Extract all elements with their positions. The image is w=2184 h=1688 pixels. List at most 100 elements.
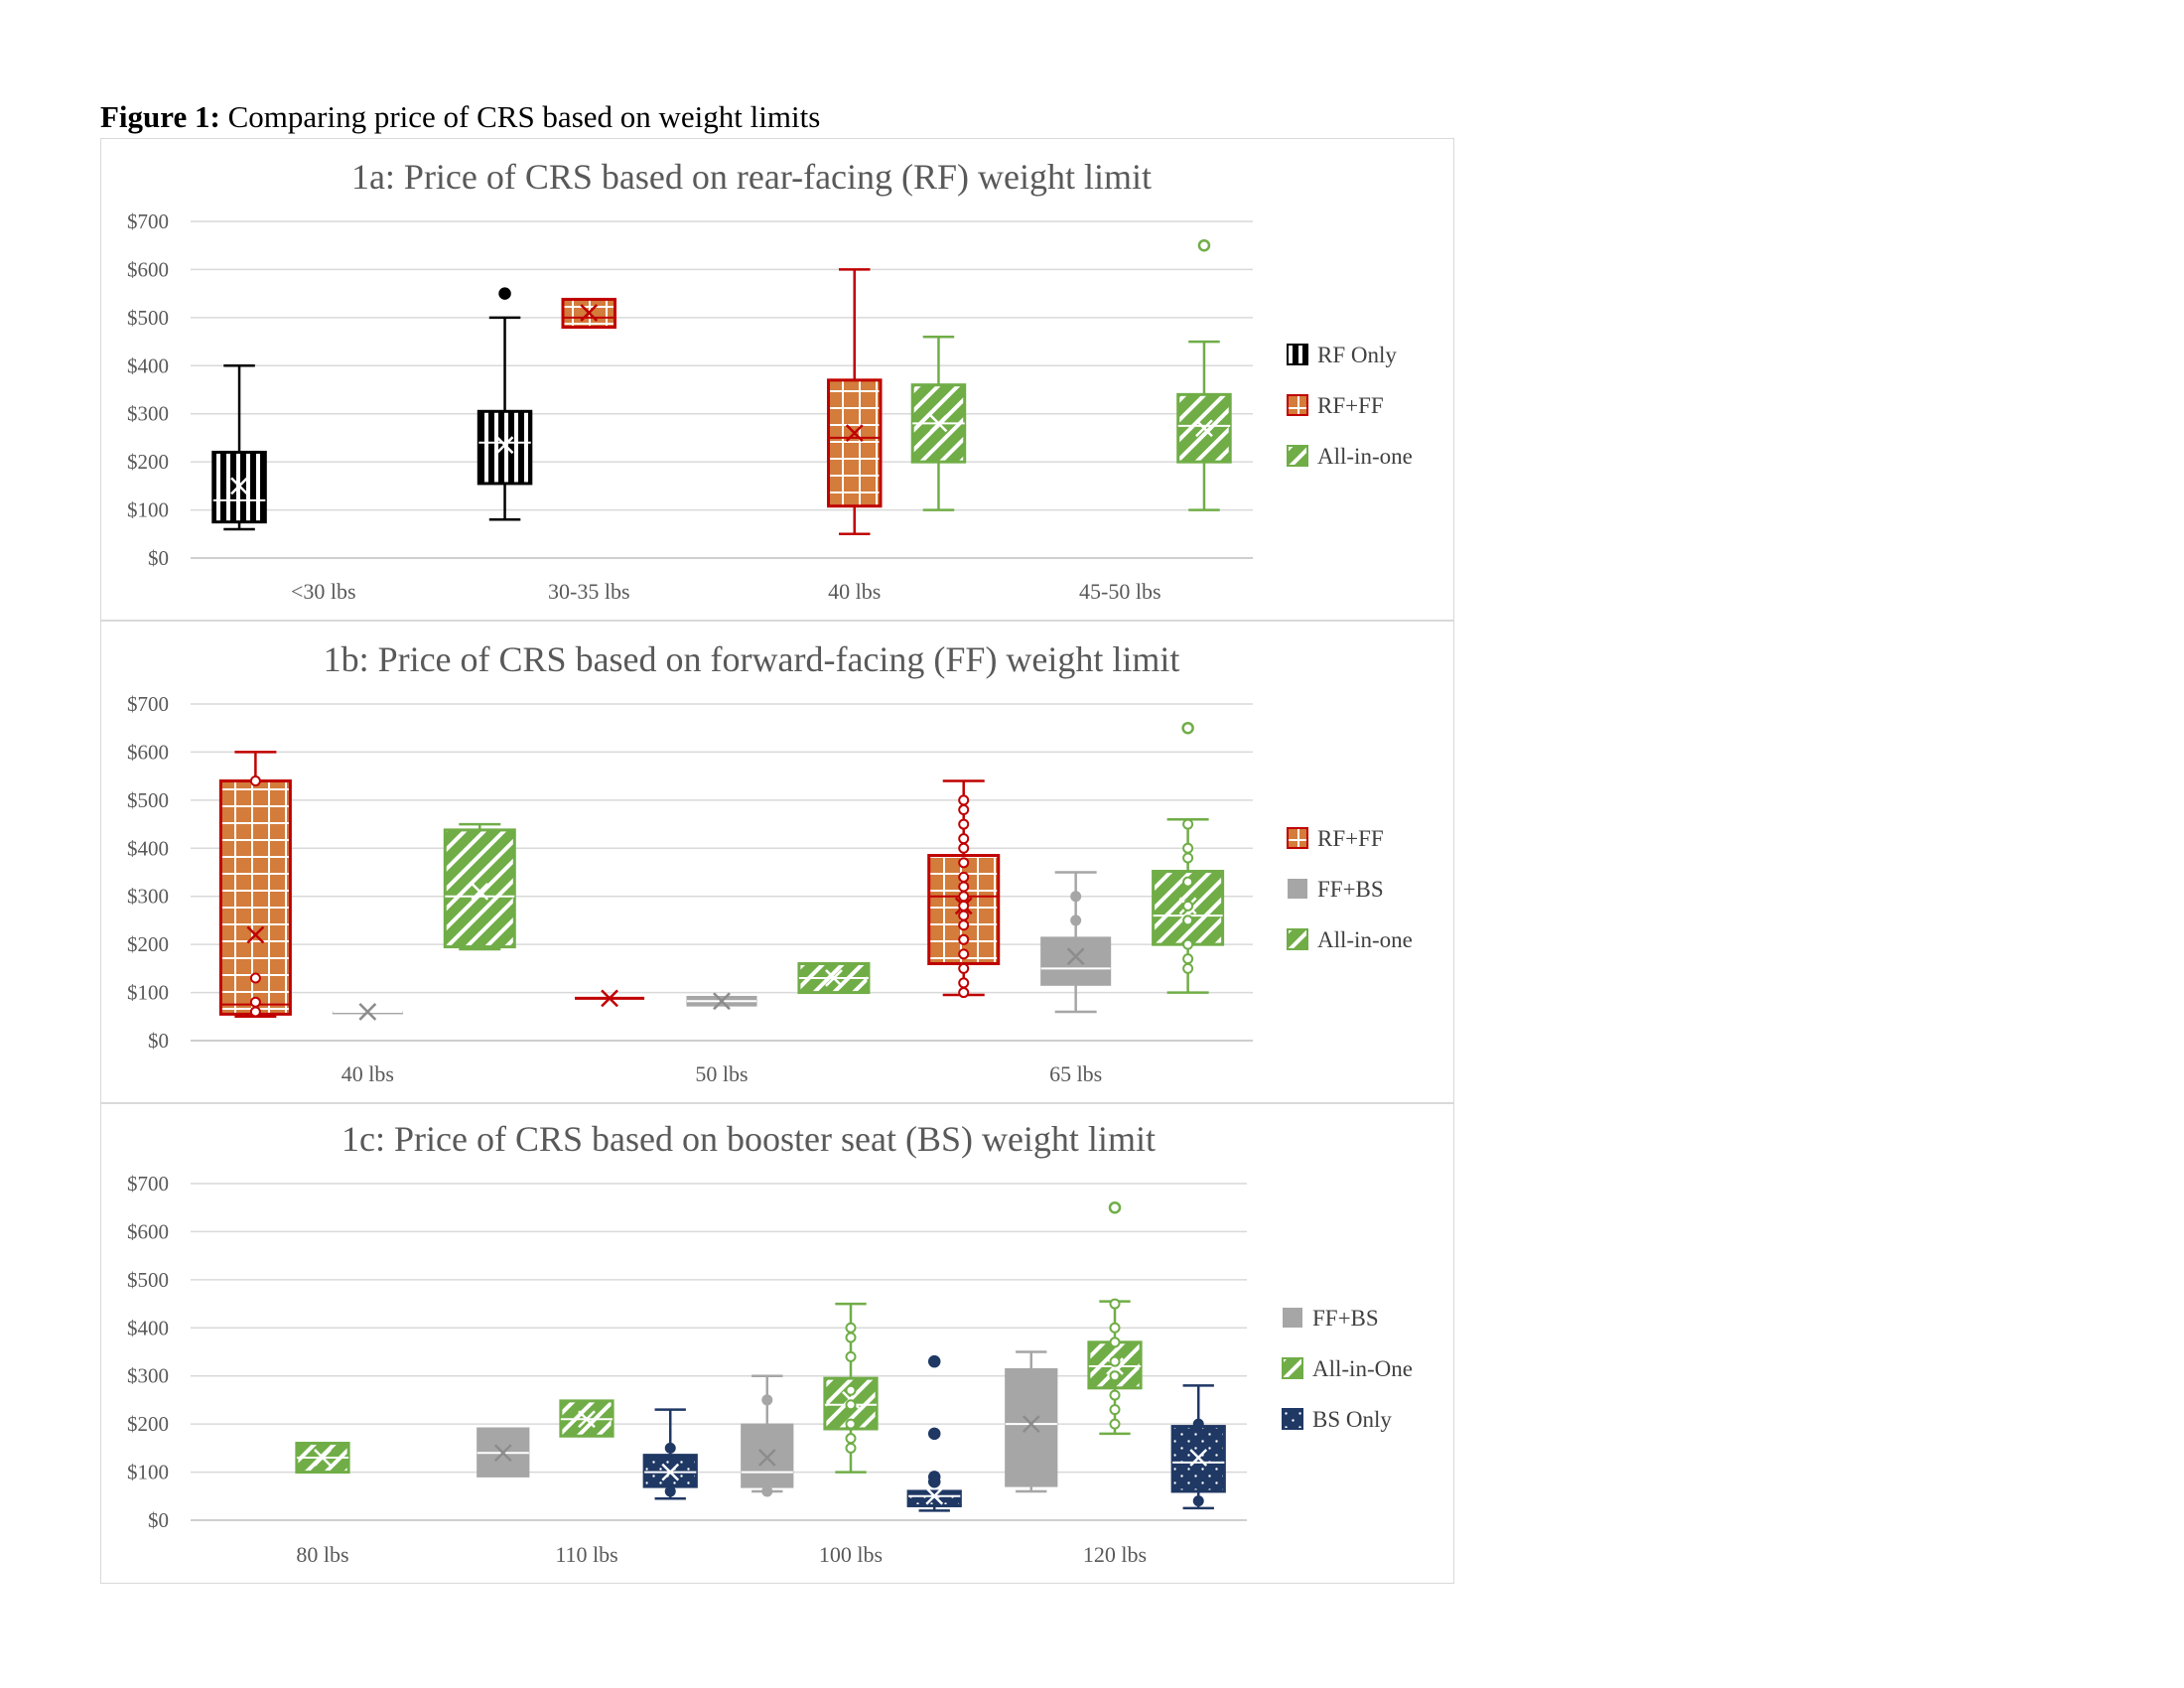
data-point xyxy=(845,1442,857,1454)
data-point xyxy=(958,891,970,903)
data-point xyxy=(249,996,261,1008)
data-point xyxy=(1182,852,1194,864)
legend-swatch xyxy=(1287,827,1308,849)
mean-marker xyxy=(925,1486,944,1505)
data-point xyxy=(1182,842,1194,854)
data-point xyxy=(845,1350,857,1362)
box-rf-ff-65-lbs xyxy=(927,779,1001,999)
legend-label: All-in-one xyxy=(1317,444,1413,469)
figure-caption: Figure 1: Comparing price of CRS based o… xyxy=(100,99,820,135)
x-tick-label: 30-35 lbs xyxy=(548,579,630,604)
box-all-in-one-40-lbs xyxy=(443,822,516,951)
data-point xyxy=(249,774,261,786)
legend-label: FF+BS xyxy=(1312,1306,1379,1331)
mean-marker xyxy=(493,1444,512,1463)
box-rect xyxy=(1005,1367,1058,1487)
series-ff-bs xyxy=(332,871,1112,1021)
box-rf-ff-50-lbs xyxy=(575,989,645,1008)
data-point xyxy=(1182,876,1194,888)
x-tick-label: 40 lbs xyxy=(341,1061,394,1086)
data-point xyxy=(664,1485,676,1497)
x-tick-label: <30 lbs xyxy=(291,579,356,604)
data-point xyxy=(845,1384,857,1396)
y-tick-label: $200 xyxy=(127,1412,169,1436)
y-tick-label: $700 xyxy=(127,210,169,233)
box-ff-bs-40-lbs xyxy=(332,1003,403,1021)
mean-marker xyxy=(578,1410,596,1429)
legend-label: RF Only xyxy=(1317,343,1397,367)
legend-label: RF+FF xyxy=(1317,826,1384,851)
y-tick-label: $0 xyxy=(148,546,169,570)
box-rect xyxy=(477,409,533,486)
y-tick-label: $600 xyxy=(127,257,169,281)
data-point xyxy=(958,962,970,974)
data-point xyxy=(1109,1336,1121,1348)
series-all-in-one xyxy=(443,721,1225,995)
data-point xyxy=(1109,1418,1121,1430)
box-all-in-one-120-lbs xyxy=(1087,1200,1143,1436)
series-all-in-one xyxy=(295,1200,1143,1475)
data-point xyxy=(958,987,970,999)
x-tick-label: 50 lbs xyxy=(695,1061,748,1086)
series-rf-ff xyxy=(218,751,1001,1019)
series-all-in-one xyxy=(910,238,1232,511)
legend-swatch xyxy=(1287,928,1308,950)
box-all-in-one-80-lbs xyxy=(295,1442,350,1475)
box-all-in-one-65-lbs xyxy=(1152,721,1225,994)
y-tick-label: $500 xyxy=(127,788,169,812)
data-point xyxy=(958,933,970,945)
data-point xyxy=(1182,914,1194,926)
data-point xyxy=(249,1006,261,1018)
box-rf-ff-30-35-lbs xyxy=(561,297,617,330)
data-point xyxy=(958,881,970,893)
series-bs-only xyxy=(642,1354,1226,1512)
data-point xyxy=(845,1418,857,1430)
y-tick-label: $100 xyxy=(127,498,169,522)
data-point xyxy=(1070,891,1082,903)
y-tick-label: $0 xyxy=(148,1508,169,1532)
mean-marker xyxy=(495,436,514,455)
legend-label: All-in-one xyxy=(1317,927,1413,952)
box-ff-bs-65-lbs xyxy=(1040,871,1112,1014)
chart-title: 1c: Price of CRS based on booster seat (… xyxy=(341,1119,1156,1159)
box-rect xyxy=(826,378,883,508)
data-point xyxy=(1109,1404,1121,1416)
legend-swatch xyxy=(1283,1308,1302,1328)
data-point xyxy=(958,977,970,989)
y-tick-label: $400 xyxy=(127,836,169,860)
legend-label: FF+BS xyxy=(1317,877,1384,902)
data-point xyxy=(845,1399,857,1411)
y-tick-label: $300 xyxy=(127,885,169,909)
legend-swatch xyxy=(1287,344,1308,365)
legend-label: BS Only xyxy=(1312,1407,1392,1432)
mean-marker xyxy=(230,477,248,495)
data-point xyxy=(958,833,970,845)
figure-label: Figure 1: xyxy=(100,99,220,134)
x-tick-label: 120 lbs xyxy=(1083,1542,1147,1567)
x-tick-label: 80 lbs xyxy=(296,1542,348,1567)
mean-marker xyxy=(1022,1415,1040,1434)
data-point xyxy=(1192,1418,1204,1430)
data-point xyxy=(249,972,261,984)
outlier-point xyxy=(1181,721,1194,735)
box-bs-only-110-lbs xyxy=(642,1408,698,1500)
box-bs-only-100-lbs xyxy=(906,1354,962,1512)
box-all-in-one-100-lbs xyxy=(823,1302,879,1474)
box-rect xyxy=(1040,936,1112,986)
data-point xyxy=(1182,900,1194,912)
data-point xyxy=(1109,1322,1121,1334)
data-point xyxy=(845,1332,857,1343)
legend-swatch xyxy=(1282,1357,1303,1379)
outlier-point xyxy=(927,1476,941,1488)
outlier-point xyxy=(927,1354,941,1368)
y-tick-label: $400 xyxy=(127,1316,169,1339)
outlier-point xyxy=(498,287,511,300)
mean-marker xyxy=(661,1463,680,1481)
box-rect xyxy=(906,1489,962,1507)
y-tick-label: $0 xyxy=(148,1029,169,1053)
box-ff-bs-110-lbs xyxy=(477,1427,530,1477)
y-tick-label: $700 xyxy=(127,692,169,716)
data-point xyxy=(1109,1389,1121,1401)
mean-marker xyxy=(601,989,618,1008)
legend-label: RF+FF xyxy=(1317,393,1384,418)
